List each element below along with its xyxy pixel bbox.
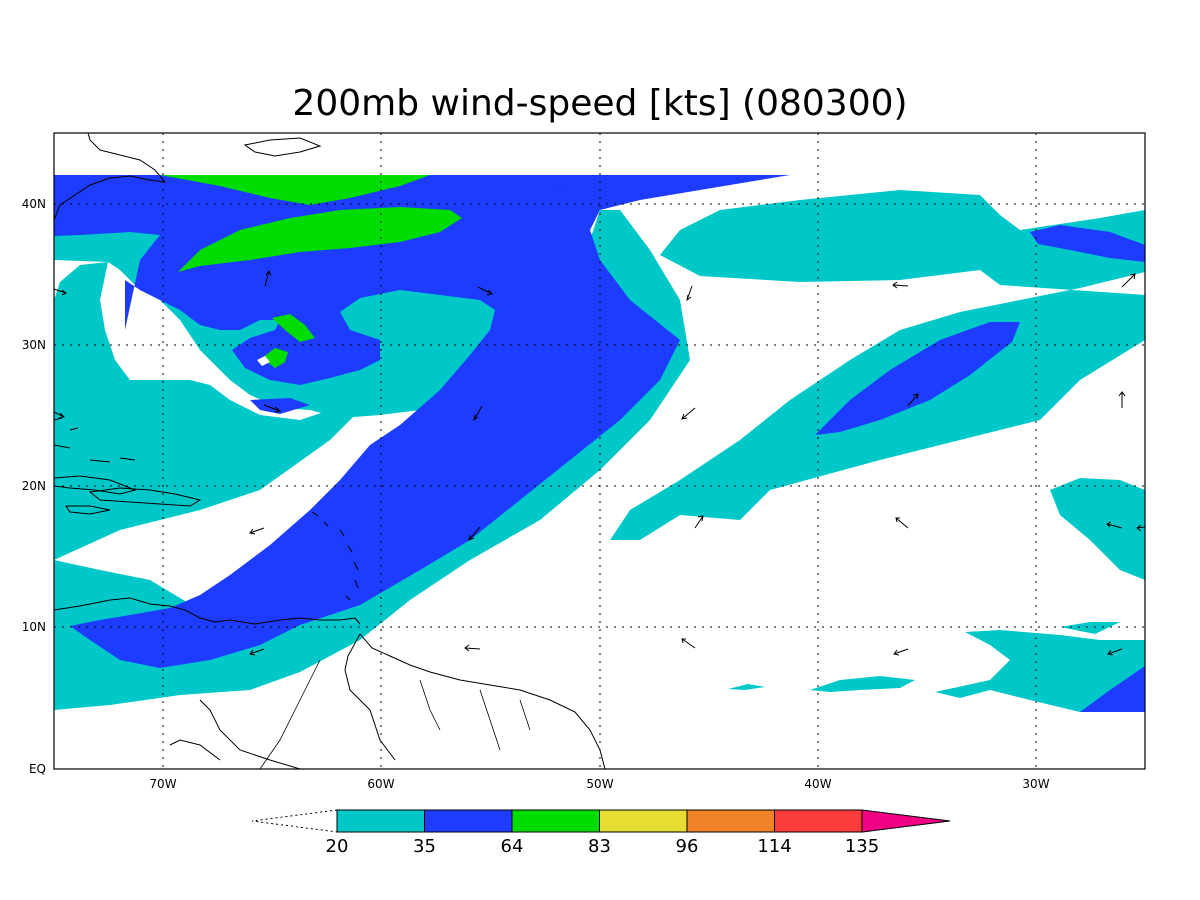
colorbar-label: 96	[676, 836, 699, 857]
lat-tick-label: 10N	[22, 620, 46, 634]
wind-vector	[249, 527, 265, 535]
map-area	[53, 132, 1146, 770]
wind-vector	[477, 286, 494, 296]
lon-tick-label: 30W	[1022, 777, 1049, 791]
coastline-south-america	[169, 633, 606, 769]
borders-south-america	[259, 659, 531, 769]
map-title: 200mb wind-speed [kts] (080300)	[292, 83, 907, 124]
wind-vector	[263, 404, 282, 413]
contour-white-spot	[257, 356, 270, 366]
colorbar-label: 135	[845, 836, 879, 857]
coastline-central-america	[54, 597, 361, 625]
contour-35-64-jet-core	[54, 175, 1145, 712]
wind-vector	[681, 638, 696, 649]
lon-tick-labels: 70W 60W 50W 40W 30W	[149, 777, 1049, 791]
colorbar: 20 35 64 83 96 114 135	[251, 809, 951, 857]
wind-vector	[264, 269, 272, 287]
coastline-hispaniola	[65, 487, 202, 515]
wind-vector	[468, 526, 481, 541]
wind-vector	[1121, 273, 1136, 288]
colorbar-swatch	[336, 809, 425, 833]
wind-vector	[907, 393, 919, 407]
colorbar-swatch	[511, 809, 600, 833]
colorbar-swatch	[686, 809, 775, 833]
contour-64-83-jet-max	[160, 175, 462, 368]
wind-vector	[249, 648, 265, 656]
wind-vector	[1106, 521, 1123, 529]
wind-vector	[464, 644, 481, 652]
wind-vector	[686, 285, 693, 302]
lat-tick-label: 40N	[22, 197, 46, 211]
contour-20-35-jet-band	[54, 175, 1145, 712]
wind-vector	[893, 648, 909, 656]
wind-vector	[53, 411, 66, 419]
lat-tick-label: EQ	[29, 762, 46, 776]
colorbar-high-extend	[861, 809, 951, 833]
coastline-lesser-antilles	[311, 511, 359, 601]
colorbar-label: 64	[501, 836, 524, 857]
contour-small-blue-spot	[546, 180, 566, 190]
lat-tick-labels: 40N 30N 20N 10N EQ	[22, 197, 46, 776]
wind-vector	[895, 517, 909, 529]
wind-vector	[1118, 391, 1126, 408]
wind-vector	[1107, 648, 1123, 656]
map-frame	[53, 132, 1146, 770]
coastline-north-america	[54, 133, 167, 221]
lat-tick-label: 20N	[22, 479, 46, 493]
lon-tick-label: 60W	[367, 777, 394, 791]
colorbar-label: 114	[757, 836, 791, 857]
colorbar-swatch	[599, 809, 688, 833]
colorbar-label: 20	[326, 836, 349, 857]
colorbar-label: 83	[588, 836, 611, 857]
wind-speed-contours	[54, 175, 1145, 712]
lon-tick-label: 40W	[804, 777, 831, 791]
wind-vector	[694, 515, 704, 529]
wind-vector	[1136, 524, 1146, 532]
wind-vectors	[53, 269, 1146, 656]
wind-vector	[892, 281, 909, 289]
colorbar-label: 35	[413, 836, 436, 857]
lon-tick-label: 50W	[586, 777, 613, 791]
wind-vector	[473, 405, 483, 422]
colorbar-swatch	[424, 809, 513, 833]
colorbar-low-extend	[251, 809, 338, 833]
coastline-bahamas	[54, 417, 136, 463]
coastline-cuba	[54, 475, 137, 495]
coastline-nova-scotia	[243, 137, 322, 157]
lat-tick-label: 30N	[22, 338, 46, 352]
wind-vector	[681, 407, 696, 420]
wind-vector	[53, 288, 67, 296]
lon-tick-label: 70W	[149, 777, 176, 791]
coastlines	[54, 133, 606, 769]
lat-lon-grid	[54, 133, 1145, 769]
colorbar-swatch	[774, 809, 863, 833]
